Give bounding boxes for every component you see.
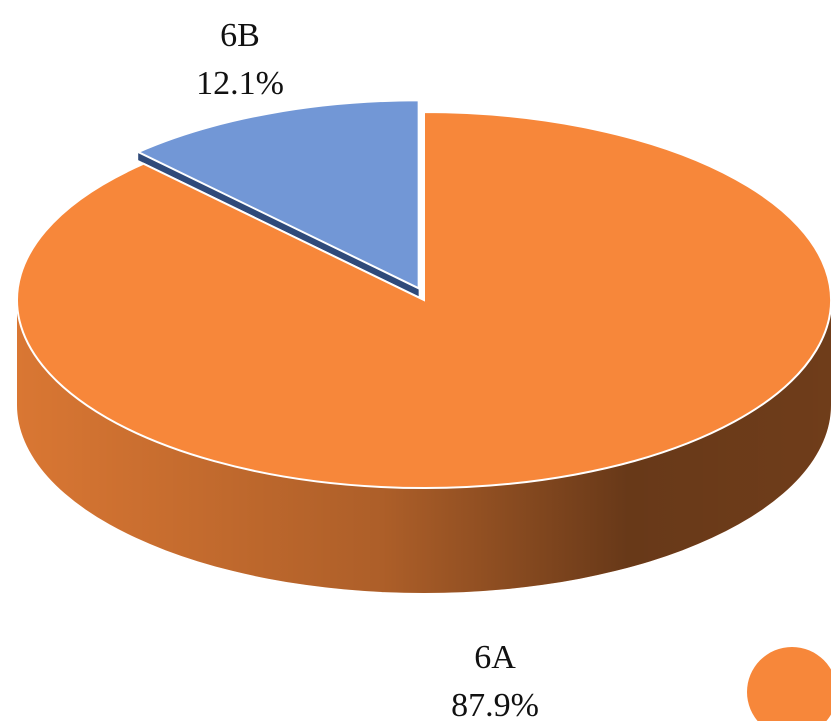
slice-value-label: 12.1%	[196, 65, 284, 102]
slice-label: 6B	[220, 17, 260, 54]
slice-value-label: 87.9%	[451, 687, 539, 721]
slice	[135, 99, 420, 290]
slice-edge	[138, 152, 419, 297]
legend-marker	[747, 647, 831, 721]
slice	[16, 110, 831, 489]
slice-label: 6A	[474, 639, 516, 676]
slice-side-shade	[17, 300, 831, 593]
